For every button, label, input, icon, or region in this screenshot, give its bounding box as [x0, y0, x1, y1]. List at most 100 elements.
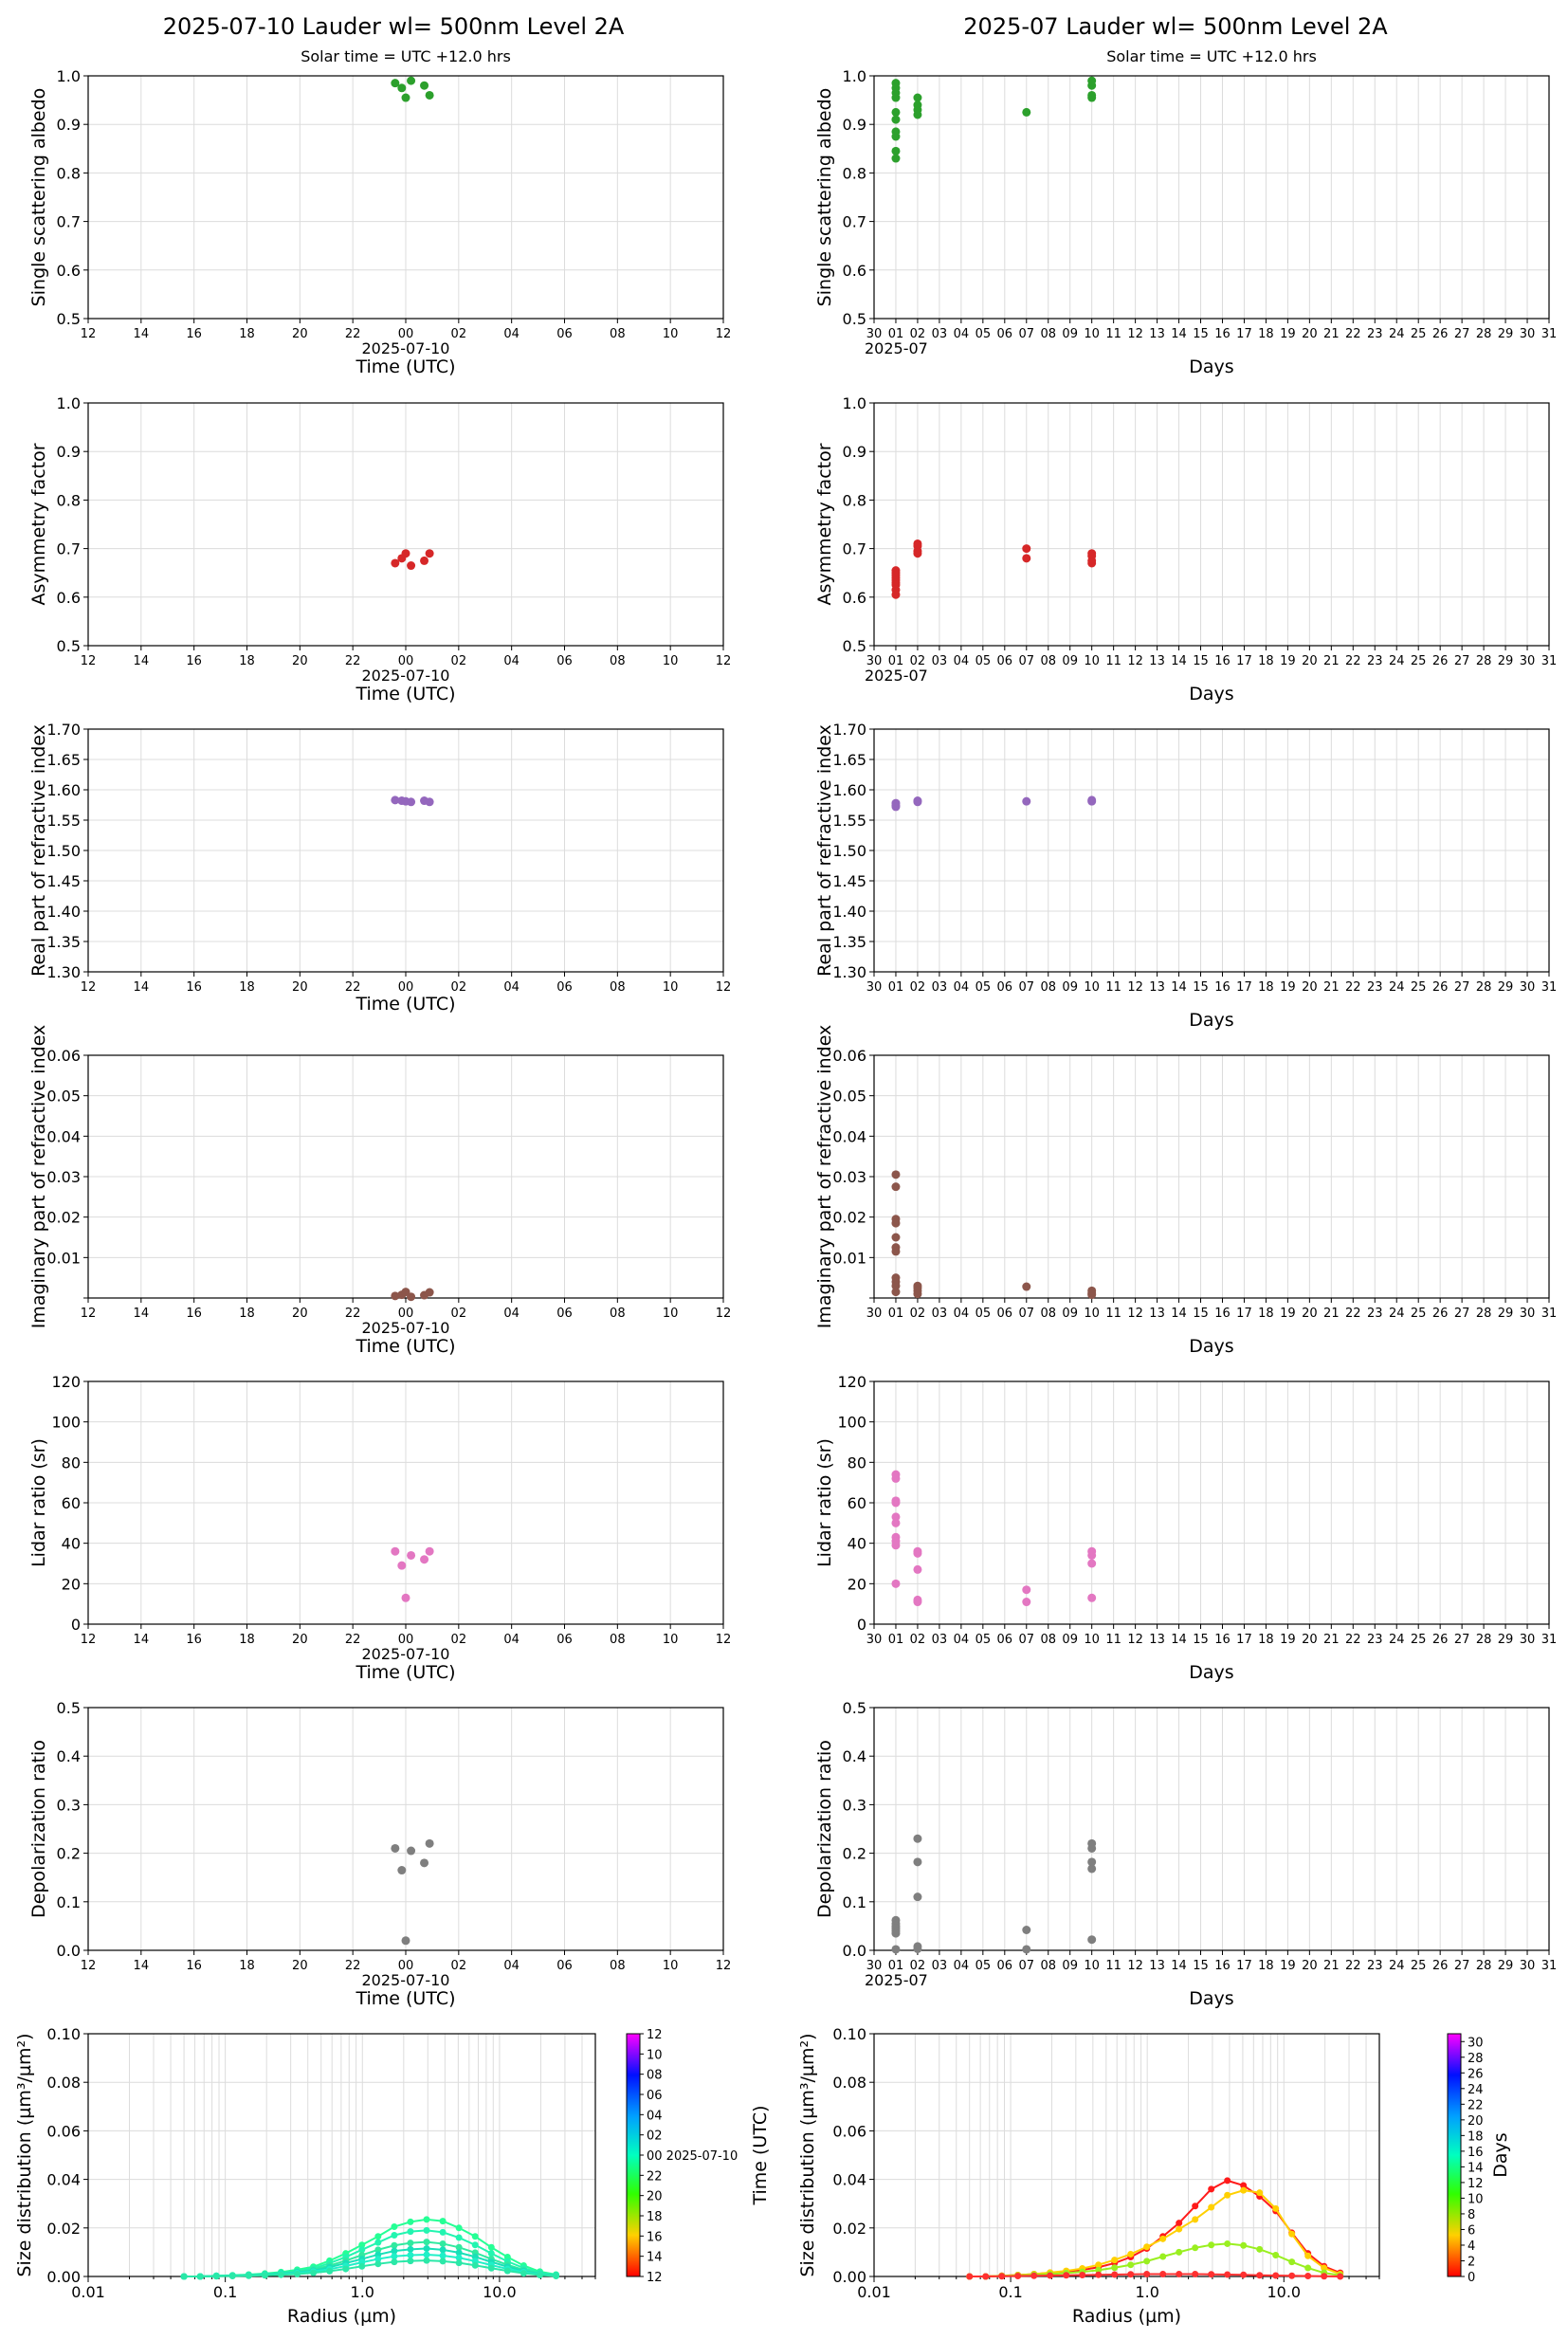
x-tick-label: 17: [1236, 980, 1252, 995]
colorbar-tick-label: 18: [1468, 2130, 1484, 2144]
series-point-day02: [1304, 2252, 1312, 2259]
data-point: [891, 1498, 901, 1508]
x-tick-label: 19: [1280, 1633, 1296, 1647]
x-tick-label: 24: [1389, 980, 1405, 995]
right-figure-title: 2025-07 Lauder wl= 500nm Level 2A: [963, 13, 1388, 40]
x-tick-label: 07: [1019, 1307, 1035, 1321]
x-tick-label: 20: [1302, 1633, 1318, 1647]
x-tick-label: 06: [556, 1633, 573, 1647]
x-tick-label: 07: [1019, 1959, 1035, 1973]
colorbar-tick-label: 2: [1468, 2255, 1475, 2269]
x-tick-label: 04: [503, 980, 520, 995]
y-tick-label: 0.06: [46, 2122, 81, 2140]
colorbar-tick-label: 4: [1468, 2239, 1475, 2254]
x-tick-label: 18: [239, 654, 255, 668]
y-tick-label: 0.0: [843, 1942, 866, 1960]
x-tick-label: 07: [1019, 980, 1035, 995]
x-tick-label: 16: [186, 980, 202, 995]
data-point: [913, 1892, 922, 1902]
series-point-s6: [471, 2261, 479, 2269]
x-tick-label: 10: [663, 327, 679, 341]
x-axis-label: Time (UTC): [355, 1662, 455, 1683]
y-tick-label: 0.01: [46, 1249, 81, 1267]
y-axis-label: Depolarization ratio: [28, 1740, 49, 1918]
series-point-s6: [439, 2258, 447, 2265]
x-tick-label: 20: [1302, 654, 1318, 668]
y-tick-label: 1.50: [46, 842, 81, 860]
data-point: [1087, 1559, 1097, 1568]
series-point-day02: [1127, 2250, 1135, 2258]
colorbar-tick-label: 14: [647, 2251, 663, 2265]
x-tick-label: 16: [186, 1959, 202, 1973]
x-tick-label: 19: [1280, 1959, 1296, 1973]
x-tick-label: 25: [1411, 980, 1427, 995]
x-tick-label: 21: [1323, 654, 1340, 668]
x-tick-label: 05: [975, 1633, 992, 1647]
x-tick-label: 02: [910, 1307, 926, 1321]
x-tick-label: 10: [663, 1959, 679, 1973]
series-point-day07: [1192, 2244, 1199, 2252]
colorbar-tick-label: 12: [1468, 2177, 1484, 2191]
y-tick-label: 0.6: [57, 262, 81, 280]
x-tick-label: 30: [866, 1959, 883, 1973]
y-tick-label: 0.05: [832, 1088, 866, 1106]
y-tick-label: 1.45: [832, 872, 866, 890]
data-point: [1087, 1857, 1097, 1867]
data-point: [391, 558, 400, 568]
x-tick-label: 17: [1236, 654, 1252, 668]
series-point-s6: [455, 2259, 463, 2267]
y-tick-label: 0.5: [843, 1699, 866, 1717]
series-point-day10: [1208, 2271, 1215, 2278]
x-tick-label: 04: [503, 327, 520, 341]
series-point-day02: [1224, 2191, 1231, 2199]
x-tick-label: 05: [975, 980, 992, 995]
data-point: [891, 1233, 901, 1242]
x-axis-label: Days: [1189, 1010, 1233, 1031]
series-point-day10: [1240, 2271, 1248, 2278]
x-tick-label: 10: [1084, 327, 1100, 341]
x-tick-label: 00: [398, 654, 414, 668]
data-point: [397, 1561, 407, 1570]
x-month-label: 2025-07: [865, 1971, 928, 1989]
x-tick-label: 11: [1105, 327, 1121, 341]
y-axis-label: Asymmetry factor: [814, 443, 835, 605]
x-tick-label: 13: [1149, 1959, 1165, 1973]
y-axis-label: Lidar ratio (sr): [814, 1438, 835, 1567]
data-point: [891, 115, 901, 124]
x-tick-label: 28: [1476, 1633, 1492, 1647]
x-tick-label: 0.01: [71, 2283, 105, 2301]
colorbar-tick-label: 12: [647, 2271, 663, 2285]
x-tick-label: 12: [716, 1633, 732, 1647]
x-tick-label: 22: [345, 980, 361, 995]
y-tick-label: 1.30: [46, 963, 81, 981]
x-tick-label: 24: [1389, 1959, 1405, 1973]
x-axis-label: Time (UTC): [355, 1988, 455, 2009]
data-point: [1087, 1935, 1097, 1945]
series-point-day01: [1224, 2177, 1231, 2185]
x-tick-label: 18: [239, 980, 255, 995]
colorbar-tick-label: 16: [1468, 2146, 1484, 2160]
data-point: [401, 1936, 410, 1946]
x-tick-label: 27: [1454, 1959, 1470, 1973]
y-tick-label: 0.7: [57, 213, 81, 231]
x-tick-label: 14: [1171, 654, 1187, 668]
x-tick-label: 0.1: [998, 2283, 1022, 2301]
ssa_daily-panel: 12 14 16 18 20 22 00 02 04 06 08 10 120.50.60.70.80.…: [28, 67, 731, 377]
x-tick-label: 25: [1411, 1959, 1427, 1973]
y-tick-label: 0.5: [57, 310, 81, 328]
series-point-day02: [1111, 2257, 1119, 2264]
data-point: [891, 132, 901, 141]
x-tick-label: 30: [866, 327, 883, 341]
data-point: [1087, 81, 1097, 90]
y-tick-label: 1.45: [46, 872, 81, 890]
x-tick-label: 18: [239, 1633, 255, 1647]
y-tick-label: 40: [848, 1535, 866, 1553]
x-tick-label: 25: [1411, 1307, 1427, 1321]
x-tick-label: 15: [1193, 654, 1209, 668]
colorbar-tick-label: 20: [647, 2190, 663, 2204]
series-point-s5: [439, 2252, 447, 2259]
x-tick-label: 20: [292, 980, 308, 995]
x-tick-label: 12: [716, 327, 732, 341]
y-tick-label: 0.6: [843, 262, 866, 280]
x-tick-label: 18: [239, 1959, 255, 1973]
